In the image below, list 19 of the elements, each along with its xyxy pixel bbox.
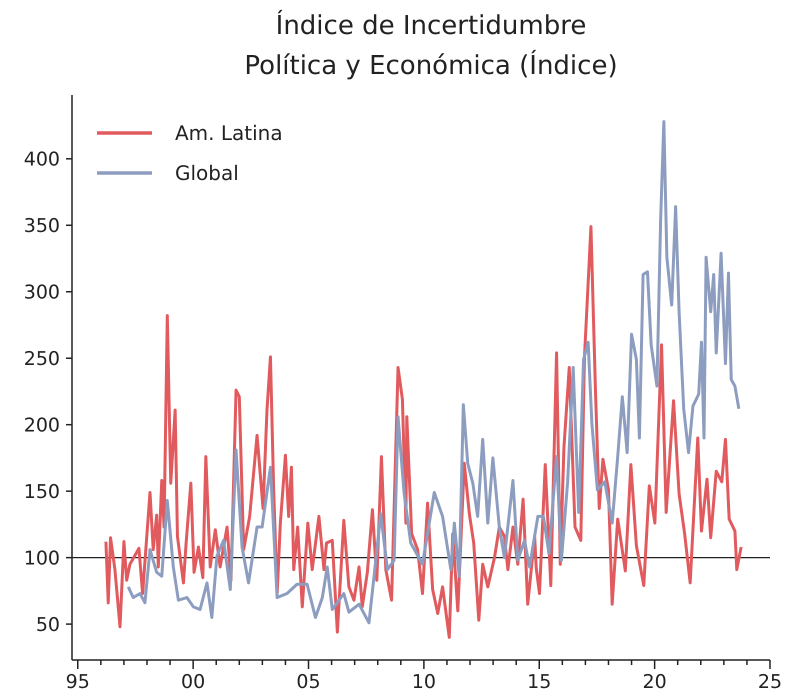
legend-label: Global: [175, 161, 239, 185]
y-tick-label: 100: [24, 547, 60, 570]
y-tick-label: 150: [24, 480, 60, 503]
line-series: [126, 120, 740, 624]
x-tick-label: 95: [66, 671, 90, 693]
y-tick-label: 400: [24, 148, 60, 170]
x-tick-label: 25: [758, 671, 782, 693]
x-tick-label: 20: [642, 671, 667, 693]
y-tick-label: 200: [24, 414, 60, 436]
legend-label: Am. Latina: [175, 121, 283, 145]
y-tick-label: 50: [36, 614, 60, 636]
y-tick-label: 350: [24, 214, 60, 237]
x-tick-label: 15: [527, 671, 552, 693]
x-tick-label: 10: [412, 671, 436, 693]
chart-title: Índice de Incertidumbre Política y Económica (Índice): [244, 9, 618, 81]
y-tick-label: 300: [24, 281, 60, 304]
x-tick-label: 05: [296, 671, 321, 693]
y-tick-label: 250: [24, 348, 60, 370]
x-tick-label: 00: [181, 671, 206, 693]
